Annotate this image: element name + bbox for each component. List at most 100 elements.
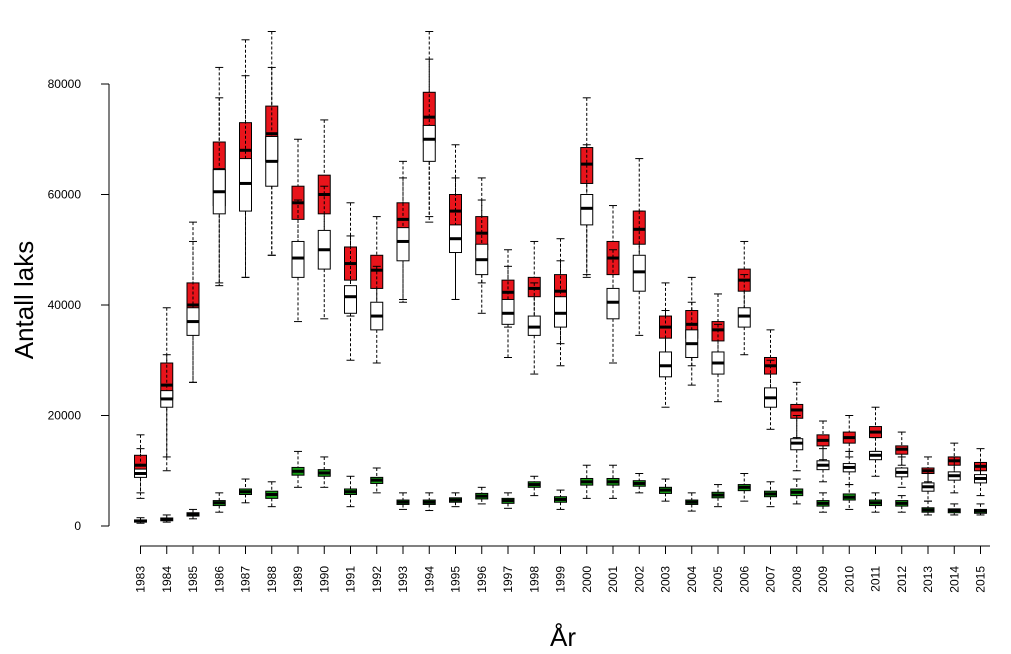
x-tick-label: 2000 <box>580 566 594 593</box>
box <box>895 456 909 488</box>
x-tick-label: 1991 <box>344 566 358 593</box>
box <box>895 431 909 466</box>
x-tick-label: 1985 <box>186 566 200 593</box>
y-tick-label: 0 <box>74 519 81 533</box>
box <box>527 475 541 497</box>
box <box>790 415 804 472</box>
box <box>396 177 410 303</box>
x-axis-ticks: 1983 1984 1985 1986 1987 1988 1989 1990 1991 1992… <box>134 546 988 593</box>
box <box>869 492 882 513</box>
box <box>790 381 804 439</box>
box <box>685 301 699 386</box>
box <box>344 475 357 508</box>
box <box>632 473 646 494</box>
box <box>632 210 646 336</box>
box <box>291 450 305 488</box>
box <box>370 467 384 494</box>
box <box>869 437 882 477</box>
box <box>974 503 987 516</box>
x-tick-label: 2008 <box>790 566 804 593</box>
x-tick-label: 1999 <box>554 566 568 593</box>
box <box>160 514 174 523</box>
box <box>501 492 515 509</box>
x-tick-label: 1987 <box>239 566 253 593</box>
box <box>764 481 777 508</box>
x-tick-label: 2002 <box>632 566 646 593</box>
x-tick-label: 2003 <box>659 566 673 593</box>
y-axis-ticks: 0 20000 40000 60000 80000 <box>48 77 109 533</box>
x-tick-label: 2014 <box>947 566 961 593</box>
x-tick-label: 1986 <box>212 566 226 593</box>
box <box>422 492 436 512</box>
box <box>974 461 987 497</box>
box <box>344 235 357 361</box>
box <box>449 492 462 508</box>
x-tick-label: 1989 <box>291 566 305 593</box>
x-tick-label: 1992 <box>370 566 384 593</box>
box <box>554 260 567 367</box>
box <box>160 354 174 472</box>
y-tick-label: 40000 <box>48 298 82 312</box>
y-tick-label: 60000 <box>48 188 82 202</box>
box <box>449 144 462 300</box>
box <box>895 495 909 513</box>
box <box>842 450 856 486</box>
box <box>685 492 699 512</box>
box <box>475 486 489 505</box>
x-tick-label: 1983 <box>134 566 148 593</box>
box <box>370 265 384 364</box>
box <box>711 484 725 508</box>
x-tick-label: 1998 <box>527 566 541 593</box>
box <box>790 478 804 505</box>
x-tick-label: 2004 <box>685 566 699 593</box>
x-tick-label: 2001 <box>606 566 620 593</box>
box <box>265 66 279 256</box>
box <box>842 484 856 510</box>
box <box>212 492 226 513</box>
x-tick-label: 1994 <box>422 566 436 593</box>
box <box>527 282 541 375</box>
x-tick-label: 2013 <box>921 566 935 593</box>
box-series <box>134 31 987 524</box>
box <box>449 177 462 300</box>
y-tick-label: 20000 <box>48 409 82 423</box>
box <box>396 492 410 510</box>
box <box>475 199 489 314</box>
box <box>580 464 594 499</box>
x-tick-label: 2012 <box>895 566 909 593</box>
box <box>422 58 436 218</box>
y-axis-title: Antall laks <box>9 241 39 360</box>
x-tick-label: 1984 <box>160 566 174 593</box>
box-body <box>422 124 436 162</box>
box <box>317 185 331 320</box>
box <box>317 456 331 488</box>
x-tick-label: 2005 <box>711 566 725 593</box>
box <box>764 359 777 430</box>
box <box>239 75 252 278</box>
box <box>947 503 961 516</box>
box-body <box>344 285 357 314</box>
box <box>816 448 830 483</box>
x-tick-label: 1997 <box>501 566 515 593</box>
x-tick-label: 2015 <box>974 566 988 593</box>
box-body <box>396 227 410 262</box>
x-tick-label: 2011 <box>869 566 883 592</box>
box <box>711 323 725 403</box>
box <box>606 249 620 364</box>
box <box>501 265 515 358</box>
x-axis-title: År <box>550 622 576 652</box>
box <box>921 500 935 516</box>
x-tick-label: 1988 <box>265 566 279 593</box>
x-tick-label: 1996 <box>475 566 489 593</box>
box <box>737 274 751 356</box>
box <box>239 478 252 504</box>
box <box>212 97 226 287</box>
x-tick-label: 1993 <box>396 566 410 593</box>
x-tick-label: 2010 <box>842 566 856 593</box>
box <box>134 448 147 499</box>
box <box>606 464 620 499</box>
box <box>186 508 200 520</box>
x-tick-label: 1995 <box>449 566 463 593</box>
box <box>816 492 830 513</box>
